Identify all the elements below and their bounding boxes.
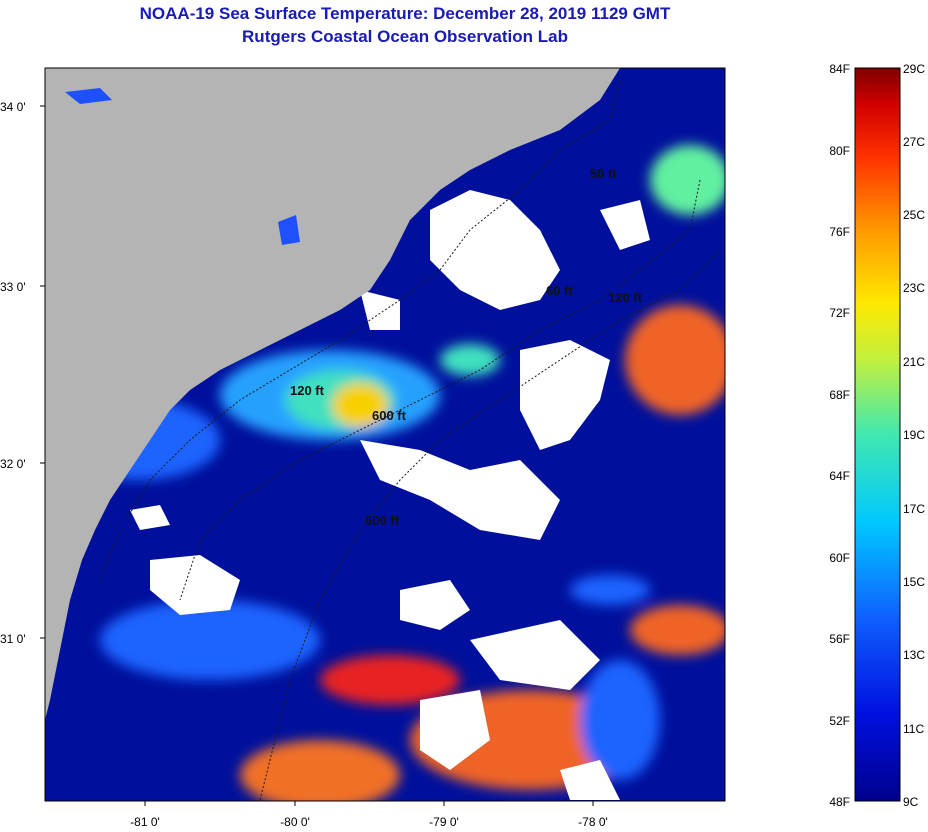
c-label: 21C bbox=[903, 355, 925, 369]
f-label: 76F bbox=[829, 225, 850, 239]
lon-label: -79 0' bbox=[429, 815, 459, 829]
lat-label: 31 0' bbox=[0, 632, 26, 646]
lon-label: -80 0' bbox=[280, 815, 310, 829]
c-label: 11C bbox=[903, 722, 924, 736]
f-label: 72F bbox=[829, 306, 850, 320]
sst-map: 50 ft 120 ft 600 ft 60 ft 120 ft 600 ft bbox=[45, 68, 725, 801]
f-label: 60F bbox=[829, 551, 850, 565]
axis-ticks bbox=[40, 105, 594, 806]
contour-label: 600 ft bbox=[365, 513, 400, 528]
contour-label: 600 ft bbox=[372, 408, 407, 423]
inland-water bbox=[65, 88, 112, 104]
lon-label: -78 0' bbox=[578, 815, 608, 829]
f-label: 64F bbox=[829, 469, 850, 483]
lat-label: 34 0' bbox=[0, 100, 26, 114]
f-label: 84F bbox=[829, 62, 850, 76]
contour-label: 120 ft bbox=[608, 290, 643, 305]
c-label: 27C bbox=[903, 135, 925, 149]
contour-label: 120 ft bbox=[290, 383, 325, 398]
colorbar-f-labels: 84F 80F 76F 72F 68F 64F 60F 56F 52F 48F bbox=[829, 62, 850, 809]
c-label: 19C bbox=[903, 428, 925, 442]
lat-label: 32 0' bbox=[0, 457, 26, 471]
f-label: 56F bbox=[829, 632, 850, 646]
f-label: 80F bbox=[829, 144, 850, 158]
c-label: 9C bbox=[903, 795, 919, 809]
land-mass bbox=[45, 68, 620, 720]
map-title: NOAA-19 Sea Surface Temperature: Decembe… bbox=[139, 4, 671, 23]
lon-label: -81 0' bbox=[130, 815, 160, 829]
c-label: 25C bbox=[903, 208, 925, 222]
colorbar-c-labels: 29C 27C 25C 23C 21C 19C 17C 15C 13C 11C … bbox=[903, 62, 925, 809]
map-subtitle: Rutgers Coastal Ocean Observation Lab bbox=[242, 27, 568, 46]
map-frame bbox=[44, 67, 726, 802]
depth-contours bbox=[99, 79, 721, 801]
f-label: 52F bbox=[829, 714, 850, 728]
colorbar bbox=[854, 67, 901, 802]
c-label: 13C bbox=[903, 648, 925, 662]
c-label: 29C bbox=[903, 62, 925, 76]
c-label: 17C bbox=[903, 502, 925, 516]
contour-label: 50 ft bbox=[590, 166, 617, 181]
cloud-mask bbox=[130, 190, 650, 800]
contour-label: 60 ft bbox=[546, 283, 573, 298]
c-label: 15C bbox=[903, 575, 925, 589]
f-label: 68F bbox=[829, 388, 850, 402]
lat-label: 33 0' bbox=[0, 280, 26, 294]
f-label: 48F bbox=[829, 795, 850, 809]
c-label: 23C bbox=[903, 281, 925, 295]
